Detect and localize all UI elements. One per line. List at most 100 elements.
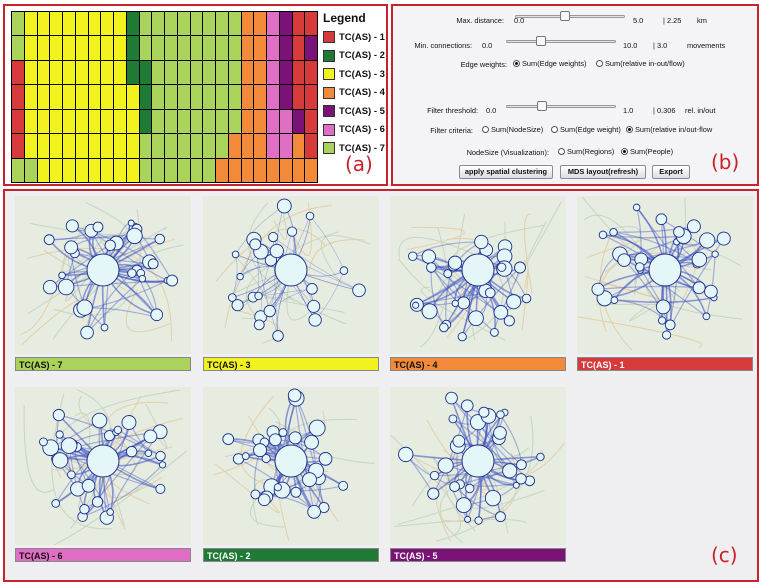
network-map[interactable] [577, 196, 753, 354]
heatmap-cell[interactable] [228, 158, 242, 183]
heatmap-cell[interactable] [114, 12, 127, 37]
heatmap-cell[interactable] [216, 158, 229, 183]
network-view[interactable]: TC(AS) - 7 [15, 196, 191, 376]
network-view[interactable]: TC(AS) - 3 [203, 196, 379, 376]
heatmap-cell[interactable] [190, 60, 204, 86]
filter-criteria-option-nodesize[interactable]: Sum(NodeSize) [482, 125, 543, 134]
heatmap-cell[interactable] [24, 60, 38, 86]
heatmap-cell[interactable] [228, 109, 242, 135]
heatmap-cell[interactable] [190, 12, 204, 37]
heatmap-cell[interactable] [216, 12, 229, 37]
heatmap-cell[interactable] [279, 60, 293, 86]
heatmap-cell[interactable] [88, 109, 102, 135]
network-map[interactable] [390, 387, 566, 545]
heatmap-cell[interactable] [254, 12, 267, 37]
heatmap-cell[interactable] [279, 158, 293, 183]
heatmap-cell[interactable] [24, 36, 38, 61]
heatmap-cell[interactable] [165, 134, 178, 159]
network-map[interactable] [203, 196, 379, 354]
heatmap-cell[interactable] [279, 12, 293, 37]
export-button[interactable]: Export [652, 165, 690, 179]
heatmap-cell[interactable] [50, 36, 63, 61]
heatmap-cell[interactable] [241, 158, 255, 183]
heatmap-cell[interactable] [305, 36, 318, 61]
heatmap-cell[interactable] [241, 60, 255, 86]
heatmap-cell[interactable] [177, 109, 191, 135]
min-connections-slider[interactable] [506, 36, 616, 46]
heatmap-cell[interactable] [101, 109, 114, 135]
heatmap-cell[interactable] [305, 12, 318, 37]
heatmap-cell[interactable] [126, 158, 140, 183]
heatmap-cell[interactable] [267, 85, 280, 110]
heatmap-cell[interactable] [267, 36, 280, 61]
heatmap-cell[interactable] [126, 109, 140, 135]
cluster-heatmap[interactable] [11, 11, 318, 183]
heatmap-cell[interactable] [152, 36, 165, 61]
heatmap-cell[interactable] [165, 12, 178, 37]
heatmap-cell[interactable] [254, 60, 267, 86]
heatmap-cell[interactable] [139, 109, 153, 135]
heatmap-cell[interactable] [254, 85, 267, 110]
heatmap-cell[interactable] [279, 134, 293, 159]
network-view[interactable]: TC(AS) - 4 [390, 196, 566, 376]
heatmap-cell[interactable] [203, 109, 216, 135]
heatmap-cell[interactable] [101, 134, 114, 159]
edge-weights-option-sum-edge[interactable]: Sum(Edge weights) [513, 59, 587, 68]
heatmap-cell[interactable] [292, 12, 306, 37]
heatmap-cell[interactable] [88, 36, 102, 61]
heatmap-cell[interactable] [228, 134, 242, 159]
heatmap-cell[interactable] [177, 85, 191, 110]
node-size-option-people[interactable]: Sum(People) [621, 147, 673, 156]
heatmap-cell[interactable] [203, 60, 216, 86]
heatmap-cell[interactable] [139, 60, 153, 86]
heatmap-cell[interactable] [63, 158, 76, 183]
network-map[interactable] [203, 387, 379, 545]
heatmap-cell[interactable] [126, 60, 140, 86]
heatmap-cell[interactable] [24, 12, 38, 37]
heatmap-cell[interactable] [165, 85, 178, 110]
heatmap-cell[interactable] [50, 85, 63, 110]
heatmap-cell[interactable] [190, 158, 204, 183]
heatmap-cell[interactable] [216, 109, 229, 135]
heatmap-cell[interactable] [228, 12, 242, 37]
heatmap-cell[interactable] [279, 85, 293, 110]
heatmap-cell[interactable] [114, 158, 127, 183]
heatmap-cell[interactable] [12, 109, 25, 135]
heatmap-cell[interactable] [37, 158, 51, 183]
heatmap-cell[interactable] [152, 158, 165, 183]
heatmap-cell[interactable] [165, 158, 178, 183]
heatmap-cell[interactable] [216, 134, 229, 159]
heatmap-cell[interactable] [152, 85, 165, 110]
heatmap-cell[interactable] [37, 134, 51, 159]
heatmap-cell[interactable] [101, 158, 114, 183]
heatmap-cell[interactable] [190, 36, 204, 61]
heatmap-cell[interactable] [24, 109, 38, 135]
heatmap-cell[interactable] [75, 12, 89, 37]
heatmap-cell[interactable] [24, 158, 38, 183]
node-size-option-regions[interactable]: Sum(Regions) [558, 147, 614, 156]
heatmap-cell[interactable] [139, 134, 153, 159]
max-distance-thumb[interactable] [560, 11, 570, 21]
heatmap-cell[interactable] [101, 12, 114, 37]
heatmap-cell[interactable] [203, 36, 216, 61]
heatmap-cell[interactable] [63, 134, 76, 159]
heatmap-cell[interactable] [12, 158, 25, 183]
max-distance-slider[interactable] [515, 11, 625, 21]
heatmap-cell[interactable] [203, 12, 216, 37]
heatmap-cell[interactable] [88, 60, 102, 86]
heatmap-cell[interactable] [241, 85, 255, 110]
heatmap-cell[interactable] [177, 134, 191, 159]
network-view[interactable]: TC(AS) - 2 [203, 387, 379, 567]
heatmap-cell[interactable] [126, 134, 140, 159]
heatmap-cell[interactable] [228, 36, 242, 61]
network-map[interactable] [15, 387, 191, 545]
heatmap-cell[interactable] [190, 134, 204, 159]
heatmap-cell[interactable] [305, 109, 318, 135]
heatmap-cell[interactable] [152, 12, 165, 37]
filter-threshold-thumb[interactable] [537, 101, 547, 111]
heatmap-cell[interactable] [12, 85, 25, 110]
heatmap-cell[interactable] [177, 36, 191, 61]
heatmap-cell[interactable] [241, 134, 255, 159]
heatmap-cell[interactable] [114, 134, 127, 159]
heatmap-cell[interactable] [279, 109, 293, 135]
